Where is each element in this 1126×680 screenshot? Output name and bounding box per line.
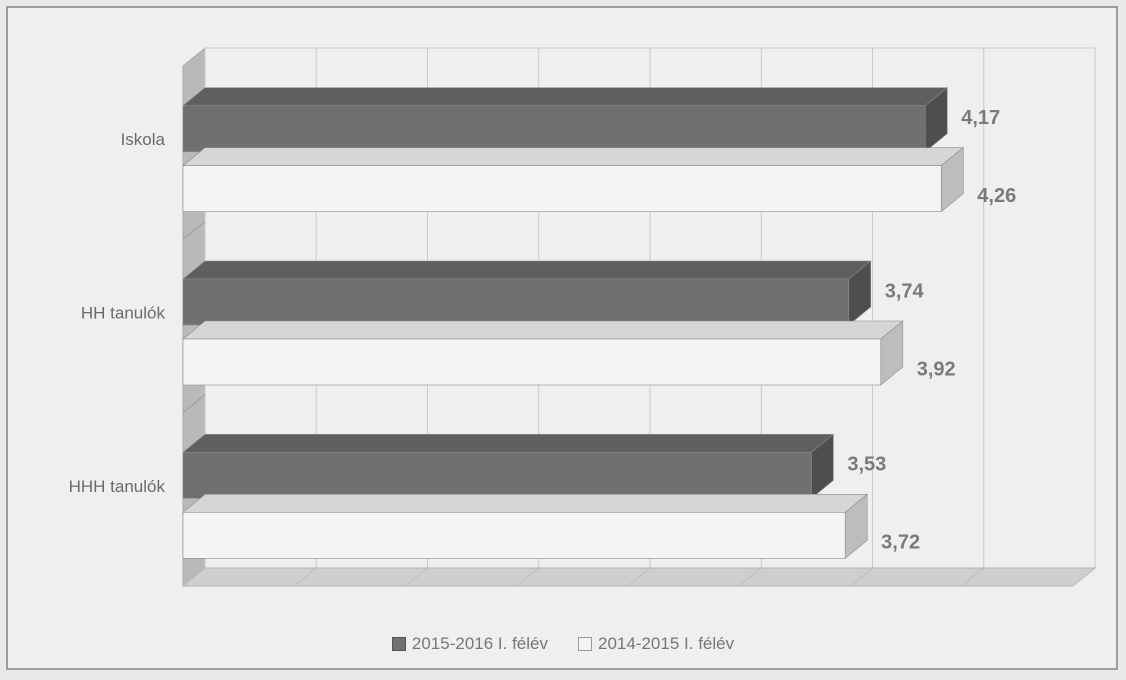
bar-iskola-series-0 xyxy=(182,105,926,152)
floor-gridline xyxy=(850,567,873,587)
category-label-iskola: Iskola xyxy=(121,130,166,149)
floor-gridline xyxy=(961,567,985,587)
bar-top-iskola-series-1 xyxy=(182,147,965,166)
legend-item-2014-2015: 2014-2015 I. félév xyxy=(578,634,734,654)
category-label-hh-tanulok: HH tanulók xyxy=(81,303,166,322)
bar-hhh-tanulok-series-0 xyxy=(182,452,812,499)
floor-gridline xyxy=(182,567,206,587)
legend-swatch-light xyxy=(578,637,592,651)
bar-top-hh-tanulok-series-1 xyxy=(182,320,904,340)
floor-gridline xyxy=(293,567,317,587)
floor-gridline xyxy=(516,567,540,587)
legend-label-2014-2015: 2014-2015 I. félév xyxy=(598,634,735,653)
value-label-iskola-series-1: 4,26 xyxy=(977,185,1016,207)
bar-hh-tanulok-series-1 xyxy=(182,338,882,386)
value-label-hhh-tanulok-series-0: 3,53 xyxy=(847,454,886,476)
category-tick xyxy=(182,394,206,414)
floor-gridline xyxy=(627,567,651,587)
category-label-hhh-tanulok: HHH tanulók xyxy=(69,477,166,496)
floor-gridline xyxy=(1072,567,1096,587)
legend-swatch-dark xyxy=(391,637,406,651)
category-tick xyxy=(182,220,206,240)
value-label-hhh-tanulok-series-1: 3,72 xyxy=(881,532,920,554)
bar-hh-tanulok-series-0 xyxy=(182,278,850,326)
floor-gridline xyxy=(405,567,428,587)
bar-iskola-series-1 xyxy=(182,165,942,212)
value-label-hh-tanulok-series-1: 3,92 xyxy=(917,358,956,380)
bar-top-iskola-series-0 xyxy=(182,87,949,106)
bar-top-hhh-tanulok-series-0 xyxy=(182,434,835,453)
floor-gridline xyxy=(738,567,762,587)
legend-label-2015-2016: 2015-2016 I. félév xyxy=(411,634,548,653)
bar-hhh-tanulok-series-1 xyxy=(182,512,846,559)
legend: 2015-2016 I. félév 2014-2015 I. félév xyxy=(0,634,1126,654)
value-label-hh-tanulok-series-0: 3,74 xyxy=(885,280,925,302)
bar-top-hh-tanulok-series-0 xyxy=(182,260,872,280)
legend-item-2015-2016: 2015-2016 I. félév xyxy=(391,634,548,654)
bar-top-hhh-tanulok-series-1 xyxy=(182,494,869,513)
value-label-iskola-series-0: 4,17 xyxy=(961,107,1000,129)
